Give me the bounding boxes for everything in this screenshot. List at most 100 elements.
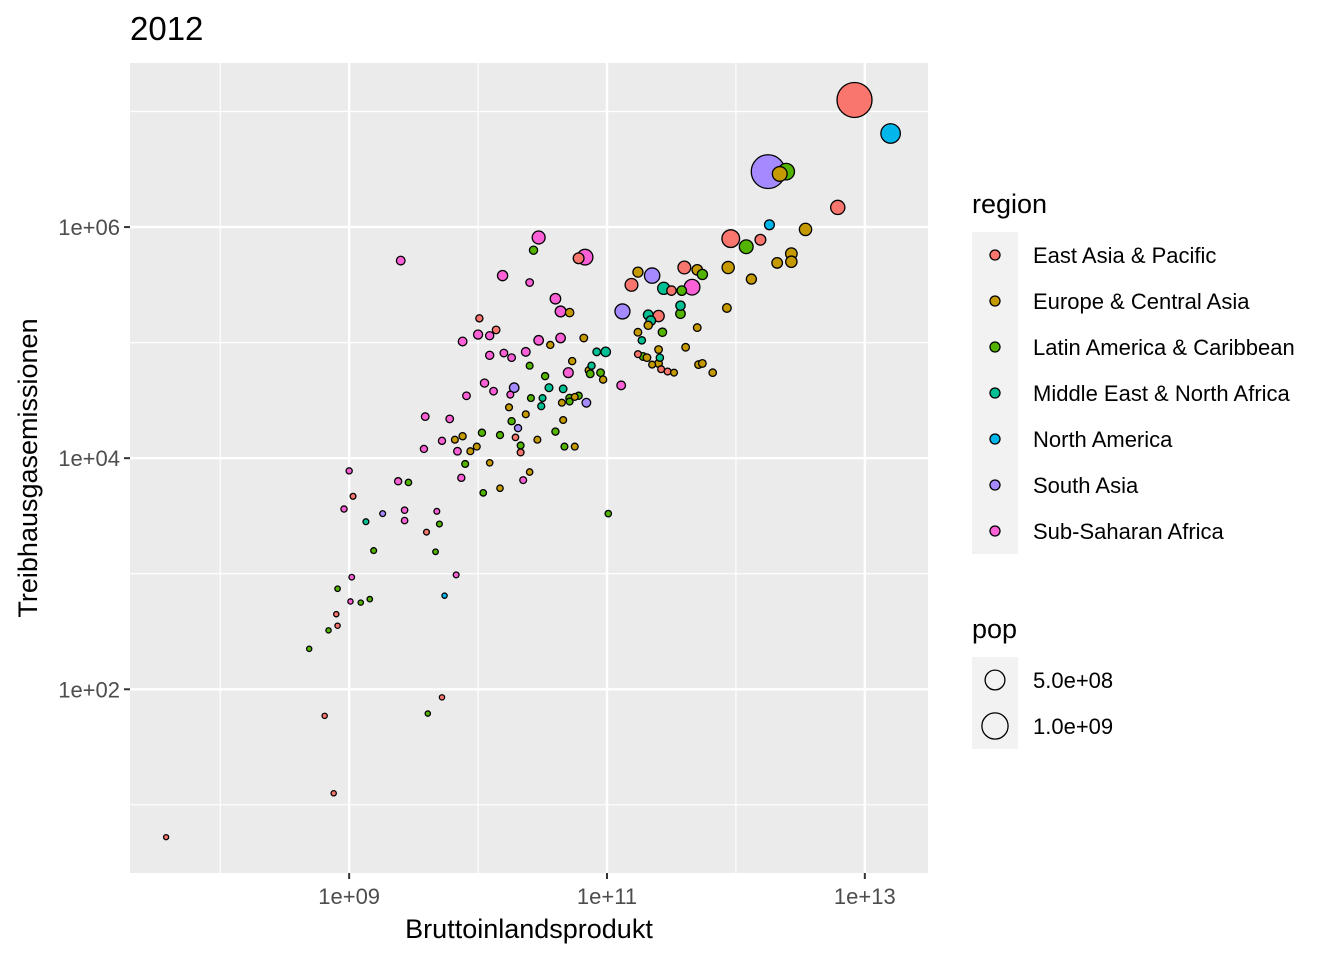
data-point (393, 477, 403, 486)
data-point (708, 368, 718, 378)
size-legend-title: pop (972, 614, 1017, 644)
data-point (395, 255, 406, 266)
data-point (771, 165, 788, 182)
data-point (633, 350, 642, 359)
data-point (511, 433, 520, 442)
legend-key-U (989, 295, 1001, 307)
data-point (525, 361, 534, 370)
data-point (525, 468, 534, 476)
data-point (489, 386, 498, 396)
data-point (637, 336, 647, 345)
data-point (721, 302, 732, 313)
data-point (570, 442, 579, 451)
axes: 1e+09 1e+11 1e+13 1e+02 1e+04 1e+06 (58, 215, 896, 909)
legend-key-A (989, 525, 1001, 537)
data-point (738, 239, 754, 255)
data-point (633, 327, 643, 337)
data-point (570, 392, 579, 402)
data-point (675, 300, 686, 311)
data-point (559, 415, 568, 425)
y-tick-label: 1e+04 (58, 446, 120, 471)
data-point (579, 333, 589, 343)
data-point (655, 353, 665, 362)
data-point (587, 361, 596, 370)
y-axis-label: Treibhausgasemissionen (13, 318, 43, 617)
data-point (585, 369, 595, 379)
legend-label: East Asia & Pacific (1033, 243, 1216, 268)
data-point (538, 394, 547, 403)
data-point (721, 229, 741, 249)
data-point (332, 610, 340, 618)
legend-label: Sub-Saharan Africa (1033, 519, 1225, 544)
data-point (475, 314, 484, 323)
data-point (438, 694, 446, 701)
data-point (458, 431, 467, 441)
data-point (692, 323, 702, 333)
data-point (520, 346, 531, 357)
plot-panel (130, 63, 928, 873)
data-point (507, 416, 516, 426)
data-point (513, 423, 523, 433)
data-point (461, 459, 470, 469)
data-point (345, 467, 353, 475)
legend-label: Latin America & Caribbean (1033, 335, 1295, 360)
data-point (495, 430, 505, 440)
data-point (572, 252, 585, 265)
data-point (432, 548, 439, 556)
data-point (496, 269, 509, 282)
data-point (366, 595, 374, 603)
data-point (830, 199, 846, 216)
data-points (162, 81, 901, 841)
data-point (549, 292, 562, 305)
data-point (420, 412, 430, 422)
data-point (508, 382, 520, 394)
data-point (370, 547, 378, 555)
data-point (676, 285, 688, 297)
color-legend-title: region (972, 189, 1047, 219)
data-point (540, 371, 550, 381)
data-point (677, 260, 692, 275)
data-point (721, 260, 735, 275)
data-point (452, 571, 460, 579)
data-point (598, 375, 608, 384)
data-point (496, 484, 504, 493)
data-point (325, 627, 332, 634)
x-tick-label: 1e+11 (577, 884, 637, 909)
data-point (334, 622, 341, 630)
data-point (348, 573, 356, 581)
legend-label: Europe & Central Asia (1033, 289, 1250, 314)
x-tick-label: 1e+13 (834, 884, 896, 909)
data-point (643, 320, 654, 331)
data-point (654, 345, 664, 355)
data-point (357, 599, 365, 606)
data-point (162, 833, 170, 841)
data-point (562, 367, 574, 379)
data-point (533, 435, 542, 444)
data-point (519, 476, 528, 485)
legend-label: North America (1033, 427, 1173, 452)
data-point (771, 256, 784, 269)
data-point (697, 358, 707, 368)
data-point (754, 233, 767, 246)
data-point (624, 277, 639, 292)
data-point (836, 81, 873, 119)
data-point (507, 353, 517, 363)
data-point (499, 348, 509, 358)
data-point (880, 123, 901, 144)
data-point (745, 273, 758, 285)
data-point (379, 510, 387, 518)
data-point (642, 353, 652, 363)
data-point (555, 332, 566, 344)
data-point (424, 710, 432, 717)
data-point (531, 230, 546, 245)
data-point (441, 592, 448, 599)
data-point (347, 598, 354, 605)
data-point (422, 528, 431, 536)
data-point (472, 442, 481, 451)
legend-label: Middle East & North Africa (1033, 381, 1291, 406)
data-point (632, 266, 644, 278)
data-point (453, 446, 462, 456)
data-point (557, 398, 566, 407)
x-axis-label: Bruttoinlandsprodukt (405, 914, 653, 944)
